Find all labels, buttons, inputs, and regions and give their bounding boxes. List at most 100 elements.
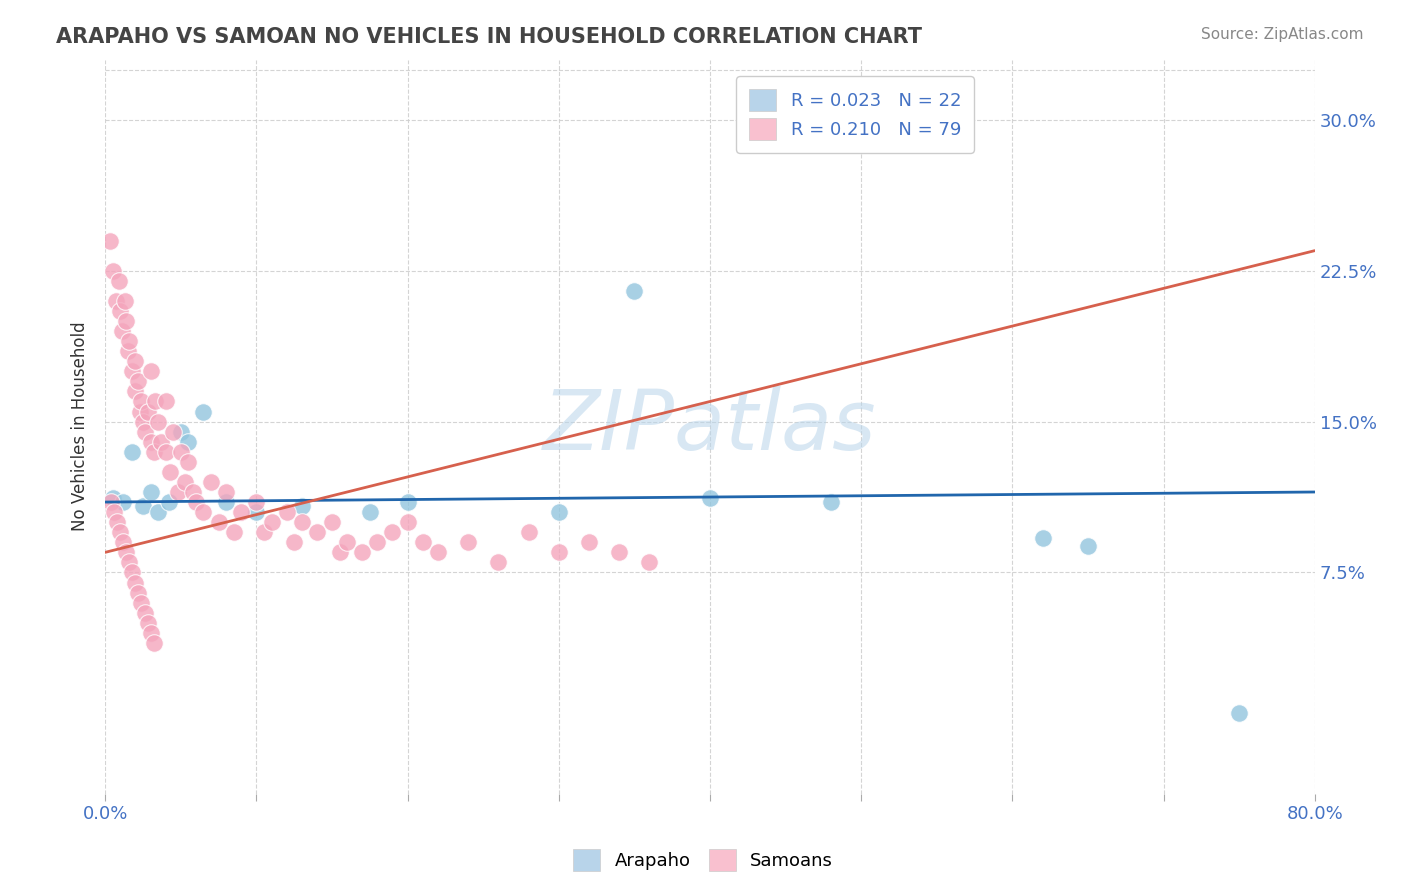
Point <box>1227 706 1250 721</box>
Point <box>1077 539 1099 553</box>
Point <box>142 444 165 458</box>
Point <box>115 314 138 328</box>
Point <box>155 444 177 458</box>
Point <box>132 499 155 513</box>
Point <box>134 425 156 439</box>
Point <box>517 525 540 540</box>
Point <box>623 284 645 298</box>
Point <box>136 404 159 418</box>
Point <box>291 499 314 513</box>
Point <box>103 505 125 519</box>
Y-axis label: No Vehicles in Household: No Vehicles in Household <box>72 322 89 532</box>
Point <box>381 525 404 540</box>
Point <box>329 545 352 559</box>
Legend: Arapaho, Samoans: Arapaho, Samoans <box>565 842 841 879</box>
Point <box>117 344 139 359</box>
Point <box>174 475 197 489</box>
Point <box>110 304 132 318</box>
Point <box>121 364 143 378</box>
Point <box>184 495 207 509</box>
Point <box>426 545 449 559</box>
Point <box>366 535 388 549</box>
Point <box>305 525 328 540</box>
Point <box>101 491 124 505</box>
Text: Source: ZipAtlas.com: Source: ZipAtlas.com <box>1201 27 1364 42</box>
Text: ARAPAHO VS SAMOAN NO VEHICLES IN HOUSEHOLD CORRELATION CHART: ARAPAHO VS SAMOAN NO VEHICLES IN HOUSEHO… <box>56 27 922 46</box>
Point <box>121 444 143 458</box>
Point <box>1032 531 1054 545</box>
Point <box>112 535 135 549</box>
Point <box>143 394 166 409</box>
Point <box>124 384 146 399</box>
Point <box>207 515 229 529</box>
Point <box>101 264 124 278</box>
Point <box>457 535 479 549</box>
Point <box>215 495 238 509</box>
Point <box>110 525 132 540</box>
Point <box>155 394 177 409</box>
Point <box>699 491 721 505</box>
Point <box>607 545 630 559</box>
Point <box>132 415 155 429</box>
Point <box>134 606 156 620</box>
Point <box>98 234 121 248</box>
Point <box>131 596 153 610</box>
Point <box>115 545 138 559</box>
Point <box>124 354 146 368</box>
Point <box>131 394 153 409</box>
Point <box>150 434 173 449</box>
Point <box>291 515 314 529</box>
Point <box>638 555 661 569</box>
Point <box>245 495 267 509</box>
Point <box>396 495 419 509</box>
Point <box>336 535 359 549</box>
Point <box>142 636 165 650</box>
Point <box>253 525 276 540</box>
Point <box>104 293 127 308</box>
Point <box>200 475 222 489</box>
Point <box>157 495 180 509</box>
Point <box>820 495 842 509</box>
Point <box>100 495 122 509</box>
Point <box>159 465 181 479</box>
Point <box>136 615 159 630</box>
Point <box>166 485 188 500</box>
Point <box>486 555 509 569</box>
Point <box>170 444 193 458</box>
Point <box>396 515 419 529</box>
Point <box>283 535 305 549</box>
Point <box>108 274 131 288</box>
Point <box>177 434 200 449</box>
Point <box>352 545 374 559</box>
Point <box>111 324 134 338</box>
Point <box>139 485 162 500</box>
Point <box>127 375 149 389</box>
Point <box>412 535 434 549</box>
Point <box>105 515 128 529</box>
Point <box>146 505 169 519</box>
Point <box>276 505 298 519</box>
Point <box>578 535 600 549</box>
Point <box>177 455 200 469</box>
Point <box>181 485 204 500</box>
Point <box>245 505 267 519</box>
Point <box>118 334 141 348</box>
Point <box>129 404 152 418</box>
Point <box>139 434 162 449</box>
Point <box>547 545 569 559</box>
Point <box>118 555 141 569</box>
Text: ZIPatlas: ZIPatlas <box>543 386 877 467</box>
Point <box>162 425 184 439</box>
Point <box>359 505 381 519</box>
Point <box>260 515 283 529</box>
Point <box>121 566 143 580</box>
Point <box>193 404 215 418</box>
Point <box>193 505 215 519</box>
Point <box>222 525 245 540</box>
Point <box>112 495 135 509</box>
Point <box>170 425 193 439</box>
Point <box>139 364 162 378</box>
Point <box>139 625 162 640</box>
Point <box>127 585 149 599</box>
Point <box>124 575 146 590</box>
